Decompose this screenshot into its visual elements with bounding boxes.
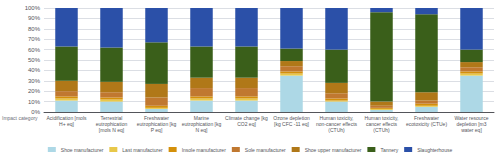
svg-text:H+ eq]: H+ eq] <box>59 121 74 127</box>
svg-text:60%: 60% <box>28 47 41 53</box>
svg-text:depletion [m3: depletion [m3 <box>456 121 487 127</box>
svg-text:Marine: Marine <box>193 115 210 121</box>
svg-text:non-cancer effects: non-cancer effects <box>316 121 357 127</box>
svg-text:40%: 40% <box>28 67 41 73</box>
svg-text:Impact category: Impact category <box>2 115 38 121</box>
svg-text:50%: 50% <box>28 57 41 63</box>
svg-text:eutrophication [kg: eutrophication [kg <box>136 121 177 127</box>
svg-text:Shoe upper manufacturer: Shoe upper manufacturer <box>305 147 362 153</box>
svg-text:eutrophication [kg: eutrophication [kg <box>181 121 222 127</box>
svg-text:ecotoxicity (CTUe): ecotoxicity (CTUe) <box>406 121 447 127</box>
svg-text:[kg CFC -11 eq]: [kg CFC -11 eq] <box>274 121 310 127</box>
svg-text:Human toxicity,: Human toxicity, <box>364 115 399 121</box>
svg-text:Tannery: Tannery <box>380 147 398 153</box>
svg-text:Human toxicity,: Human toxicity, <box>319 115 354 121</box>
svg-text:90%: 90% <box>28 15 41 21</box>
svg-text:(CTUh): (CTUh) <box>373 127 390 133</box>
svg-text:Shoe manufacturer: Shoe manufacturer <box>61 147 104 153</box>
svg-text:water eq]: water eq] <box>461 127 482 133</box>
svg-text:Freshwater: Freshwater <box>414 115 439 121</box>
svg-text:Acidification [mols: Acidification [mols <box>46 115 87 121</box>
svg-text:Terrestrial: Terrestrial <box>100 115 123 121</box>
svg-text:70%: 70% <box>28 36 41 42</box>
svg-text:N eq]: N eq] <box>196 127 209 133</box>
svg-text:Insole manufacturer: Insole manufacturer <box>182 147 227 153</box>
svg-text:cancer effects: cancer effects <box>366 121 397 127</box>
svg-text:Last manufacturer: Last manufacturer <box>122 147 163 153</box>
svg-text:10%: 10% <box>28 99 41 105</box>
svg-text:20%: 20% <box>28 88 41 94</box>
svg-text:Climate change [kg: Climate change [kg <box>225 115 268 121</box>
svg-text:80%: 80% <box>28 26 41 32</box>
svg-text:Freshwater: Freshwater <box>144 115 169 121</box>
svg-text:Water resource: Water resource <box>454 115 489 121</box>
svg-text:Sole manufacturer: Sole manufacturer <box>245 147 286 153</box>
svg-text:eutrophication: eutrophication <box>95 121 128 127</box>
svg-text:[mols N eq]: [mols N eq] <box>99 127 125 133</box>
svg-text:30%: 30% <box>28 78 41 84</box>
svg-text:P eq]: P eq] <box>151 127 163 133</box>
svg-text:Ozone depletion: Ozone depletion <box>273 115 310 121</box>
svg-text:0%: 0% <box>31 109 40 115</box>
svg-text:CO2 eq]: CO2 eq] <box>237 121 256 127</box>
svg-text:100%: 100% <box>25 5 41 11</box>
svg-text:(CTUh): (CTUh) <box>328 127 345 133</box>
svg-text:Slaughterhouse: Slaughterhouse <box>417 147 452 153</box>
